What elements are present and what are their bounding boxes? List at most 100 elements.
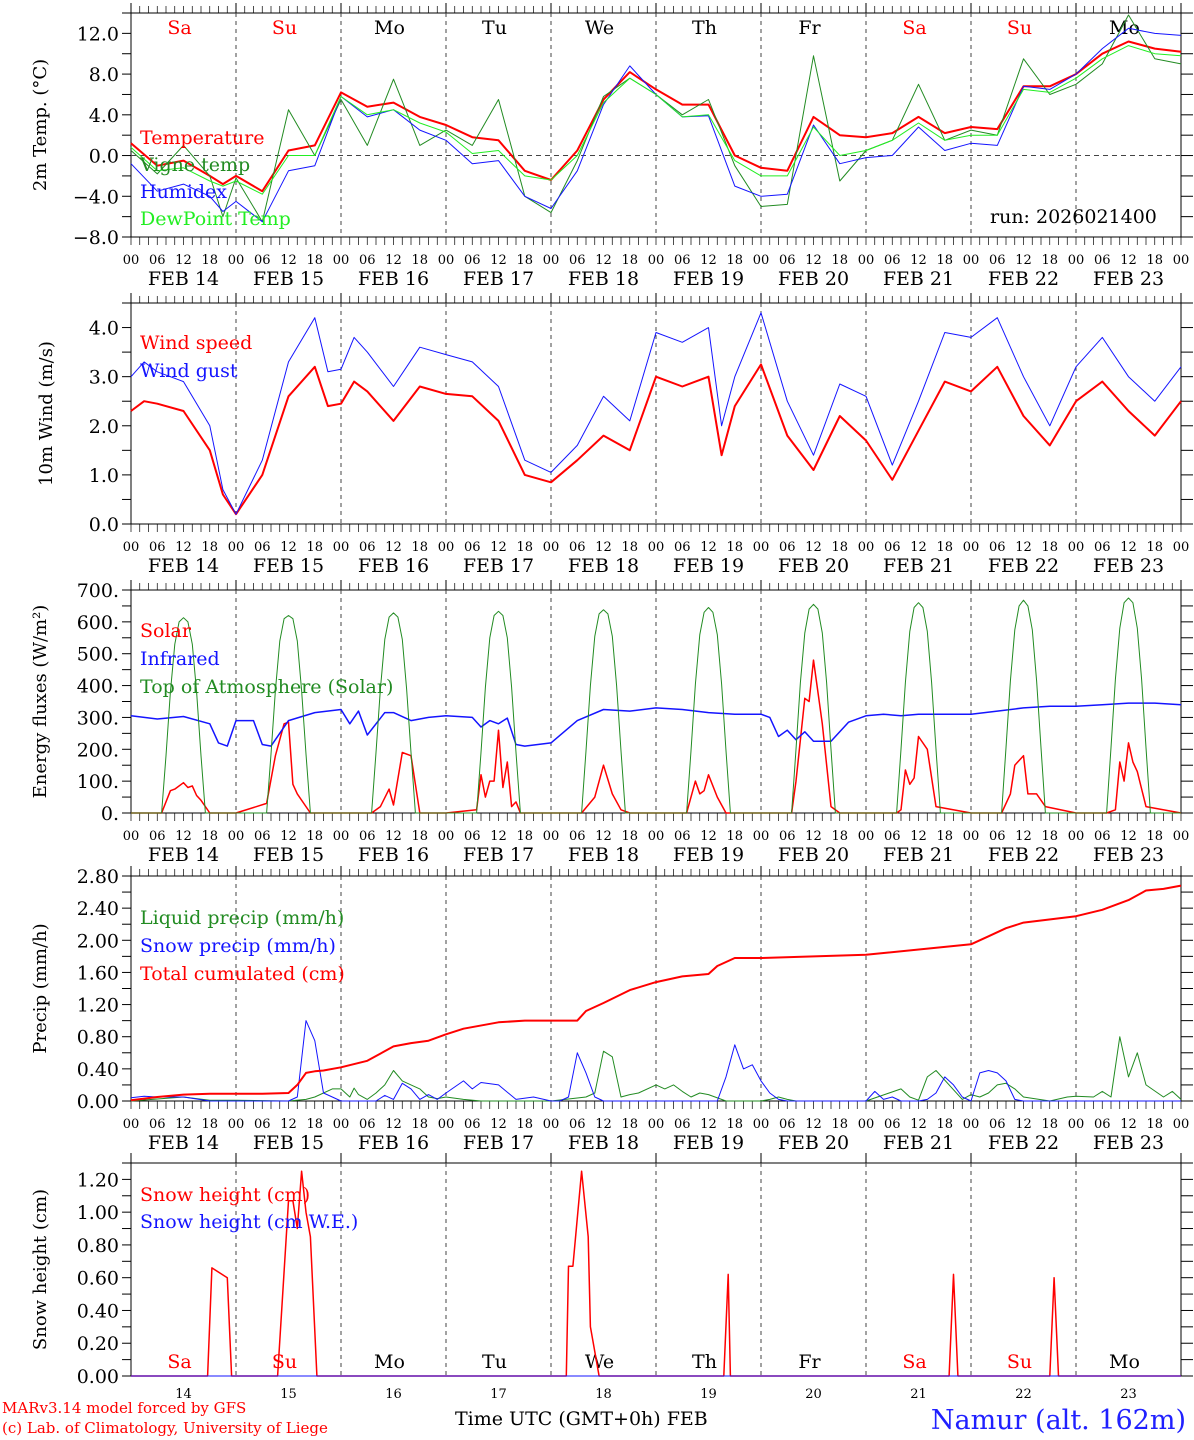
hour-tick-label: 18 [306,829,323,844]
hour-tick-label: 06 [149,540,166,555]
hour-tick-label: 06 [779,829,796,844]
hour-tick-label: 06 [674,253,691,268]
hour-tick-label: 12 [595,540,612,555]
hour-tick-label: 00 [858,540,875,555]
hour-tick-label: 12 [910,253,927,268]
hour-tick-label: 18 [411,829,428,844]
hour-tick-label: 06 [254,540,271,555]
hour-tick-label: 00 [1068,540,1085,555]
y-axis-title: Energy fluxes (W/m²) [30,605,51,799]
date-label: FEB 23 [1093,555,1164,577]
legend-entry: Snow precip (mm/h) [140,935,336,957]
hour-tick-label: 18 [726,540,743,555]
hour-tick-label: 00 [543,829,560,844]
date-label: FEB 20 [778,844,849,866]
y-tick-label: 0.0 [89,146,119,168]
hour-tick-label: 18 [516,829,533,844]
hour-tick-label: 00 [123,1117,140,1132]
hour-tick-label: 12 [385,253,402,268]
hour-tick-label: 18 [201,253,218,268]
hour-tick-label: 12 [805,829,822,844]
legend-entry: Solar [140,620,192,642]
series-line-total-cumulated-cm- [130,884,1182,1102]
hour-tick-label: 06 [674,540,691,555]
y-tick-label: 100. [77,771,119,793]
date-label: FEB 21 [883,555,954,577]
hour-tick-label: 06 [989,829,1006,844]
hour-tick-label: 06 [359,1117,376,1132]
hour-tick-label: 00 [753,253,770,268]
hour-tick-label: 00 [1173,829,1190,844]
hour-tick-label: 12 [490,1117,507,1132]
hour-tick-label: 00 [963,829,980,844]
hour-tick-label: 00 [753,1117,770,1132]
y-tick-label: 0.00 [77,1366,119,1388]
run-label: run: 2026021400 [990,206,1157,228]
series-line-humidex [130,27,1182,223]
weekday-label: We [585,17,614,39]
day-number-label: 20 [805,1387,822,1402]
y-tick-label: 500. [77,644,119,666]
date-label: FEB 15 [253,555,324,577]
hour-tick-label: 18 [621,829,638,844]
hour-tick-label: 06 [884,540,901,555]
hour-tick-label: 18 [411,253,428,268]
day-number-label: 23 [1120,1387,1137,1402]
hour-tick-label: 00 [648,829,665,844]
hour-tick-label: 06 [989,253,1006,268]
hour-tick-label: 18 [411,540,428,555]
hour-tick-label: 18 [621,253,638,268]
series-line-dewpoint-temp [130,45,1182,195]
hour-tick-label: 12 [910,829,927,844]
hour-tick-label: 00 [438,253,455,268]
date-label: FEB 18 [568,844,639,866]
weekday-label: Th [692,1351,717,1373]
hour-tick-label: 00 [858,1117,875,1132]
legend-entry: DewPoint Temp [140,208,291,230]
y-tick-label: 1.0 [89,465,119,487]
hour-tick-label: 18 [306,540,323,555]
y-tick-label: 4.0 [89,318,119,340]
day-number-label: 19 [700,1387,717,1402]
weekday-label: Mo [1109,1351,1140,1373]
hour-tick-label: 12 [385,829,402,844]
legend-entry: Total cumulated (cm) [140,963,345,985]
weekday-label: Fr [798,17,821,39]
hour-tick-label: 12 [910,540,927,555]
hour-tick-label: 12 [1015,1117,1032,1132]
hour-tick-label: 00 [1173,253,1190,268]
hour-tick-label: 06 [464,253,481,268]
hour-tick-label: 18 [1041,829,1058,844]
hour-tick-label: 12 [595,253,612,268]
weekday-label: Su [272,1351,297,1373]
hour-tick-label: 06 [569,540,586,555]
date-label: FEB 21 [883,1132,954,1154]
y-tick-label: 2.80 [77,866,119,888]
hour-tick-label: 00 [123,253,140,268]
hour-tick-label: 06 [464,829,481,844]
hour-tick-label: 18 [726,1117,743,1132]
hour-tick-label: 18 [726,253,743,268]
date-label: FEB 23 [1093,844,1164,866]
day-number-label: 17 [490,1387,507,1402]
hour-tick-label: 06 [359,253,376,268]
hour-tick-label: 00 [648,540,665,555]
date-label: FEB 17 [463,844,534,866]
hour-tick-label: 06 [254,253,271,268]
y-tick-label: 2.00 [77,930,119,952]
y-tick-label: 8.0 [89,64,119,86]
hour-tick-label: 06 [359,829,376,844]
hour-tick-label: 06 [254,1117,271,1132]
date-label: FEB 16 [358,555,429,577]
legend-entry: Snow height (cm W.E.) [140,1211,358,1233]
weekday-label: Mo [374,17,405,39]
weekday-label: Fr [798,1351,821,1373]
date-label: FEB 14 [148,555,219,577]
hour-tick-label: 18 [831,540,848,555]
hour-tick-label: 12 [700,1117,717,1132]
hour-tick-label: 12 [385,1117,402,1132]
date-label: FEB 17 [463,268,534,290]
series-line-liquid-precip-mm-h- [130,1036,1182,1102]
hour-tick-label: 06 [1094,253,1111,268]
